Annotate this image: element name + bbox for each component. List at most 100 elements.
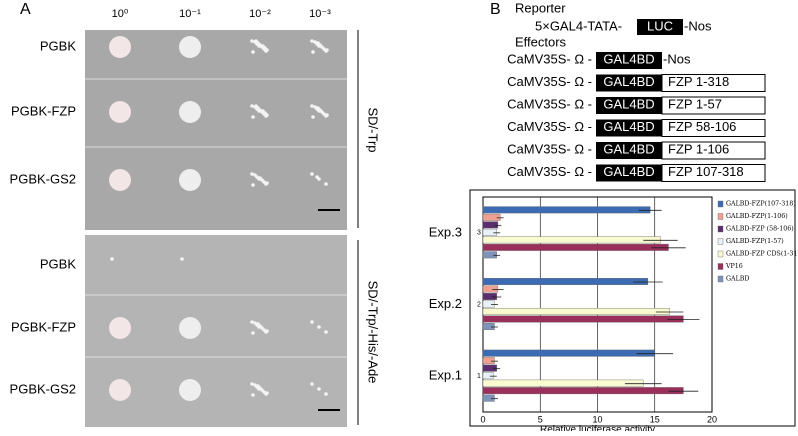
colony — [310, 320, 314, 324]
inner-label: 2 — [477, 301, 481, 308]
construct-box: GAL4BD — [603, 96, 654, 111]
colony — [310, 104, 314, 108]
colony — [250, 320, 254, 324]
colony — [250, 104, 254, 108]
bar — [482, 357, 495, 365]
row-label: PGBK-FZP — [11, 319, 76, 334]
panel-label: A — [20, 1, 31, 18]
bar — [482, 349, 655, 357]
colony — [109, 379, 131, 401]
colony — [179, 379, 201, 401]
colony — [254, 39, 258, 43]
bar — [482, 278, 649, 285]
colony — [311, 50, 315, 54]
colony — [325, 113, 329, 117]
row-label: PGBK-GS2 — [10, 171, 76, 186]
bar — [482, 251, 497, 259]
colony — [109, 101, 131, 123]
construct-prefix: CaMV35S- Ω - — [507, 141, 592, 156]
construct-box: GAL4BD — [603, 74, 654, 89]
colony — [324, 330, 328, 334]
fragment-label: FZP 1-318 — [668, 74, 729, 89]
fragment-label: FZP 58-106 — [668, 119, 736, 134]
legend-swatch — [717, 213, 724, 220]
bar — [482, 221, 499, 229]
fragment-label: FZP 1-106 — [668, 141, 729, 156]
colony — [254, 104, 258, 108]
x-tick-label: 5 — [538, 414, 543, 424]
colony — [317, 387, 321, 391]
legend-label: GALBD-FZP(1-106) — [726, 213, 788, 220]
chart-frame — [469, 189, 796, 427]
bar — [482, 379, 644, 387]
x-axis-label: Relative luciferase activity — [540, 425, 655, 431]
fragment-box — [661, 96, 766, 115]
colony — [253, 321, 257, 325]
colony — [179, 36, 201, 58]
colony — [310, 172, 314, 176]
y-tick-label: Exp.2 — [429, 296, 462, 311]
colony — [310, 39, 314, 43]
construct-suffix: -Nos — [663, 51, 691, 66]
bar — [482, 285, 499, 293]
legend-label: GALBD-FZP CDS(1-318) — [726, 251, 798, 258]
construct-prefix: 5×GAL4-TATA- — [535, 18, 622, 33]
gal4bd-box — [596, 142, 662, 159]
legend-swatch — [717, 250, 724, 258]
gal4bd-box — [596, 164, 662, 182]
row-label: PGBK-GS2 — [10, 381, 76, 396]
construct-box: GAL4BD — [603, 119, 654, 134]
legend-label: GALBD-FZP(107-318) — [726, 201, 796, 208]
bar — [482, 206, 651, 214]
colony — [250, 39, 254, 43]
bar — [482, 364, 497, 372]
colony — [251, 393, 255, 397]
dilution-label: 10⁻² — [249, 8, 271, 20]
fragment-box — [661, 119, 766, 137]
colony — [251, 331, 255, 335]
row-label: PGBK — [40, 256, 76, 271]
colony — [180, 257, 184, 261]
colony — [109, 317, 131, 339]
colony — [324, 182, 328, 186]
construct-box: GAL4BD — [603, 51, 654, 66]
gal4bd-box — [596, 52, 662, 69]
colony — [316, 41, 320, 45]
construct-prefix: CaMV35S- Ω - — [507, 74, 592, 89]
bar — [482, 323, 495, 330]
colony — [179, 317, 201, 339]
colony — [313, 105, 317, 109]
colony — [251, 115, 255, 119]
colony — [311, 115, 315, 119]
dilution-label: 10⁻¹ — [179, 8, 201, 20]
colony — [324, 392, 328, 396]
bar — [482, 308, 670, 315]
colony — [310, 382, 314, 386]
bar — [482, 372, 494, 380]
colony — [261, 109, 265, 113]
colony — [258, 176, 262, 180]
colony — [316, 106, 320, 110]
inner-label: 1 — [477, 373, 481, 380]
panel-label: B — [490, 1, 501, 18]
condition-label: SD/-Trp — [366, 107, 381, 152]
dilution-label: 10⁰ — [112, 8, 129, 20]
dilution-label: 10⁻³ — [309, 8, 331, 20]
fragment-box — [661, 74, 766, 92]
plate — [85, 30, 347, 230]
bar — [482, 300, 495, 308]
fragment-box — [661, 141, 766, 160]
legend-swatch — [717, 275, 724, 283]
section-title: Reporter — [515, 0, 566, 15]
colony — [253, 383, 257, 387]
bar — [482, 315, 684, 323]
row-label: PGBK-FZP — [11, 103, 76, 118]
y-tick-label: Exp.1 — [429, 368, 462, 383]
colony — [313, 40, 317, 44]
colony — [265, 181, 269, 185]
x-tick-label: 20 — [707, 414, 717, 424]
bar — [482, 243, 669, 251]
legend-label: GALBD-FZP (58-106) — [726, 226, 794, 233]
colony — [179, 101, 201, 123]
bar — [482, 293, 497, 300]
